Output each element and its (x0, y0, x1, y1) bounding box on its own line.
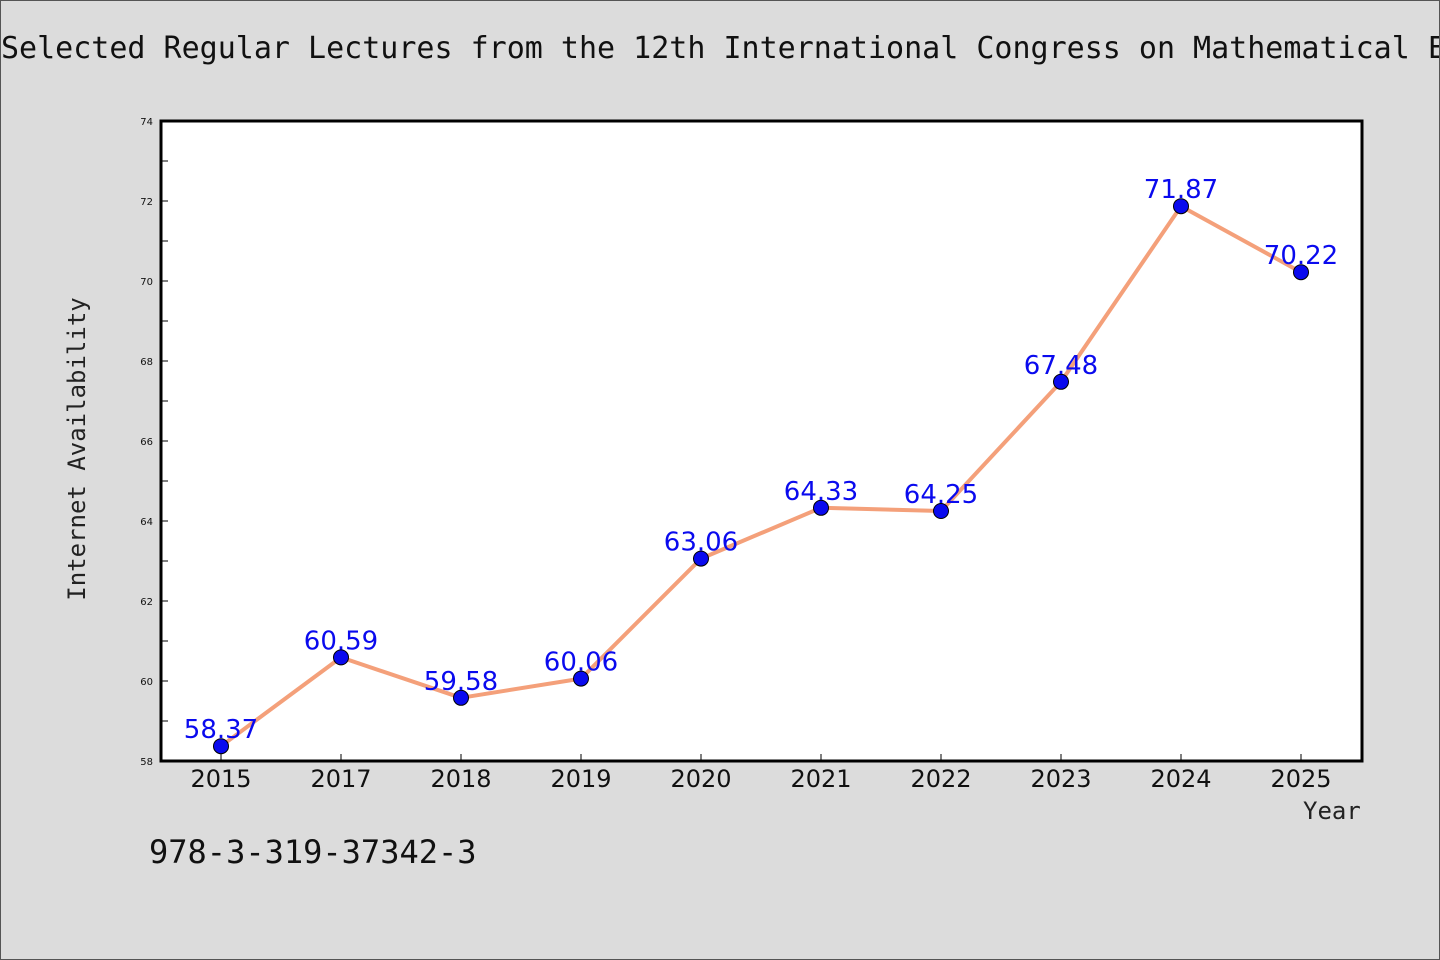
x-tick-label: 2017 (310, 765, 371, 793)
data-point (813, 499, 829, 516)
data-label: 60.06 (544, 648, 618, 678)
data-point (693, 550, 709, 567)
isbn-footnote: 978-3-319-37342-3 (149, 833, 477, 871)
y-tick-label: 62 (140, 597, 153, 608)
data-point (1173, 198, 1189, 215)
series-markers (213, 198, 1309, 755)
data-label: 60.59 (304, 626, 378, 656)
x-axis-ticks: 2015 2017 2018 2019 2020 2021 2022 2023 2024 2025 (190, 754, 1332, 793)
x-tick-label: 2024 (1150, 765, 1211, 793)
x-tick-label: 2021 (790, 765, 851, 793)
data-point (1293, 264, 1309, 281)
y-axis-ticks: 58 60 62 64 66 68 70 72 74 (140, 117, 168, 768)
y-tick-label: 70 (140, 277, 153, 288)
plot-area (159, 119, 1364, 763)
y-tick-label: 72 (140, 197, 153, 208)
data-labels: 58.37 60.59 59.58 60.06 63.06 64.33 64.25 67.48… (184, 175, 1338, 745)
series-line (219, 204, 1302, 748)
data-label: 63.06 (664, 528, 738, 558)
x-tick-label: 2022 (910, 765, 971, 793)
data-label: 67.48 (1024, 351, 1098, 381)
data-point (573, 670, 589, 687)
x-axis-label: Year (1303, 797, 1361, 825)
x-tick-label: 2025 (1270, 765, 1331, 793)
y-tick-label: 66 (140, 437, 153, 448)
y-tick-label: 68 (140, 357, 153, 368)
data-label: 64.33 (784, 477, 858, 507)
data-point (933, 503, 949, 519)
data-point (333, 649, 349, 666)
x-tick-label: 2019 (550, 765, 611, 793)
x-tick-label: 2023 (1030, 765, 1091, 793)
y-tick-label: 64 (140, 517, 153, 528)
x-tick-label: 2018 (430, 765, 491, 793)
y-tick-label: 74 (140, 117, 153, 128)
data-point (1053, 373, 1069, 390)
x-tick-label: 2015 (190, 765, 251, 793)
chart-title: Selected Regular Lectures from the 12th … (1, 31, 1440, 66)
data-label: 70.22 (1264, 241, 1338, 271)
data-point (453, 689, 469, 706)
data-label: 64.25 (904, 480, 978, 510)
data-label: 58.37 (184, 715, 258, 745)
data-point (213, 738, 229, 755)
x-tick-label: 2020 (670, 765, 731, 793)
y-tick-label: 60 (140, 677, 153, 688)
data-label: 71.87 (1144, 175, 1218, 205)
data-label: 59.58 (424, 667, 498, 697)
y-tick-label: 58 (140, 757, 153, 768)
